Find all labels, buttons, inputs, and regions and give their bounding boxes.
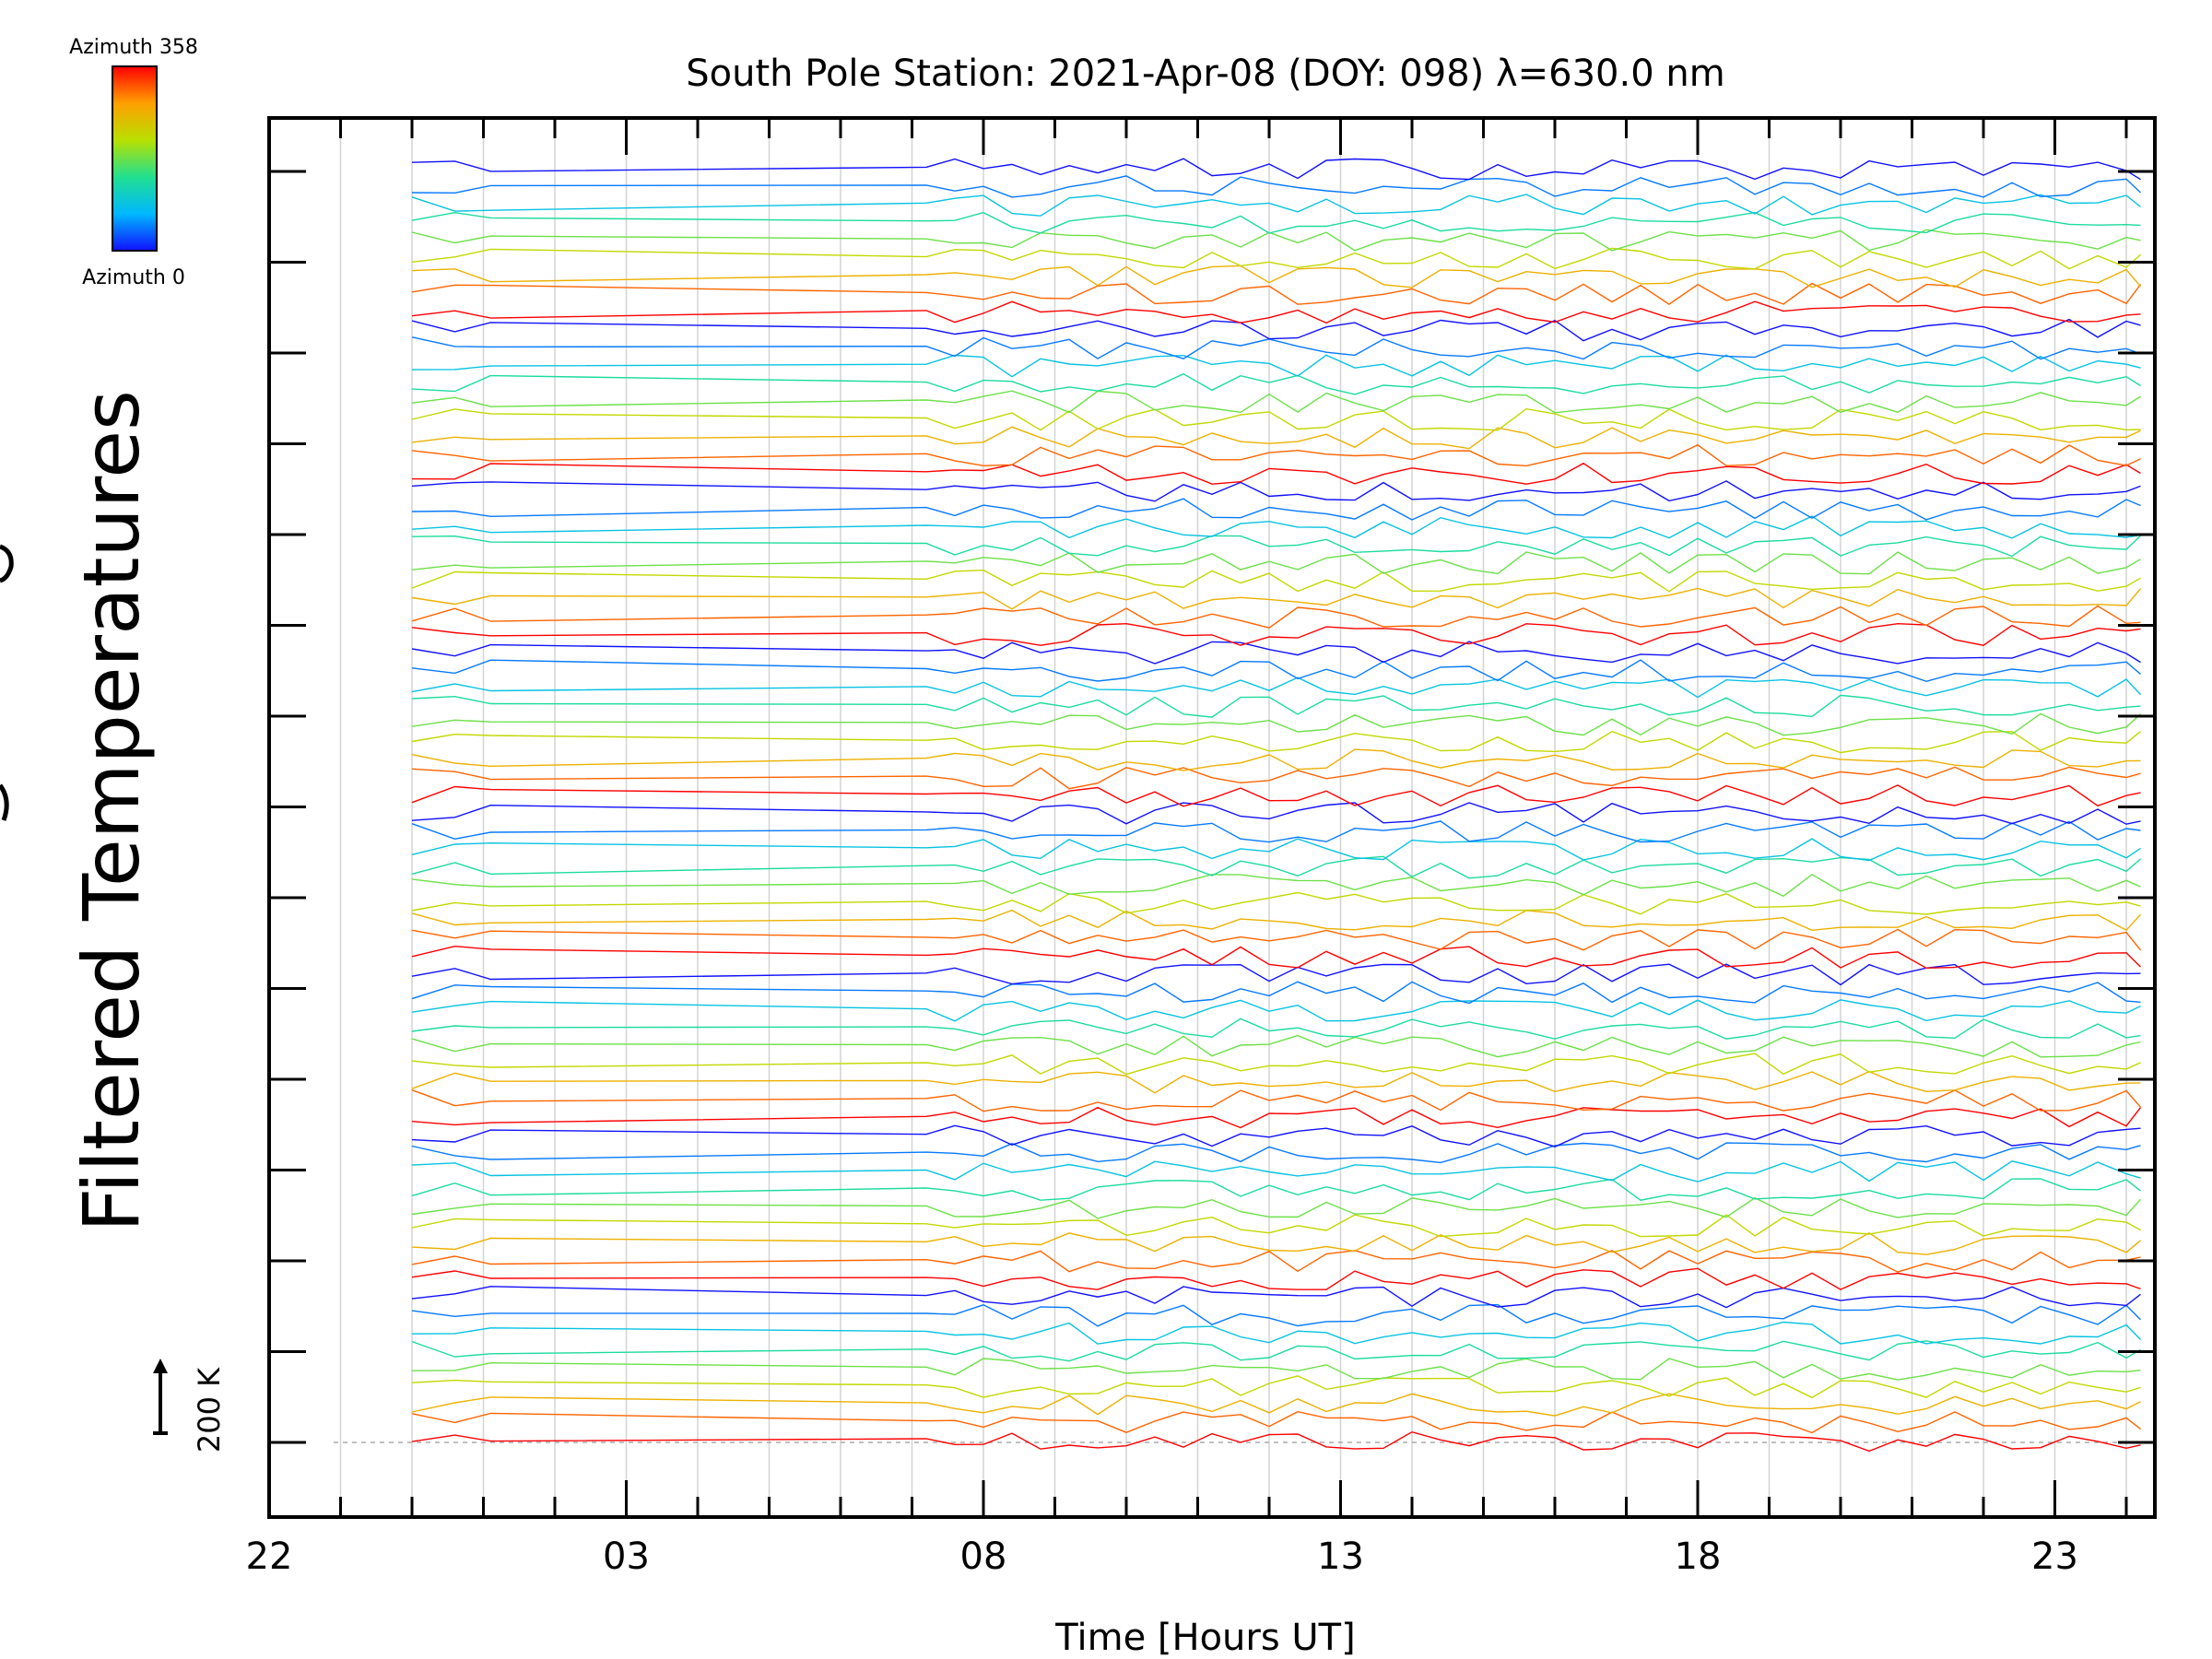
temperature-trace [411, 407, 2141, 431]
temperature-trace [411, 641, 2141, 665]
temperature-trace [411, 462, 2141, 485]
temperature-trace [411, 1340, 2141, 1362]
x-tick-label: 18 [1675, 1535, 1722, 1578]
temperature-trace [411, 426, 2141, 450]
temperature-trace [411, 784, 2141, 807]
temperature-trace [411, 748, 2141, 771]
temperature-trace [411, 229, 2141, 252]
temperature-trace [411, 712, 2141, 736]
temperature-trace [411, 587, 2142, 610]
temperature-trace [411, 891, 2141, 915]
temperature-trace [411, 282, 2142, 305]
temperature-trace [411, 336, 2141, 360]
temperature-trace [411, 318, 2141, 342]
x-axis-label: Time [Hours UT] [1054, 1617, 1355, 1659]
temperature-trace [411, 194, 2141, 217]
temperature-trace [411, 928, 2142, 951]
temperature-trace [411, 1106, 2142, 1129]
temperature-trace [411, 480, 2141, 502]
temperature-trace [411, 1018, 2141, 1040]
temperature-trace [411, 605, 2141, 629]
temperature-trace [411, 1214, 2141, 1238]
temperature-trace [411, 659, 2141, 683]
temperature-trace [411, 694, 2141, 718]
x-tick-label: 13 [1317, 1535, 1364, 1578]
plot-frame [267, 116, 2157, 1519]
temperature-trace [411, 1053, 2141, 1076]
scale-bar-arrowhead [153, 1359, 168, 1373]
x-tick-label: 08 [960, 1535, 1007, 1578]
temperature-trace [411, 855, 2141, 879]
x-tick-label: 03 [603, 1535, 650, 1578]
temperature-trace [411, 175, 2141, 198]
axes-layer: 22 03 08 13 18 23 [246, 116, 2157, 1578]
temperature-trace [411, 981, 2141, 1005]
temperature-trace [411, 1231, 2141, 1255]
temperature-trace [411, 515, 2141, 539]
colorbar-bottom-label: Azimuth 0 [82, 266, 185, 289]
temperature-trace [411, 265, 2142, 288]
temperature-trace [411, 802, 2141, 825]
temperature-trace [411, 535, 2141, 558]
temperature-trace [411, 551, 2141, 575]
temperature-trace [411, 569, 2141, 593]
clipped-ylabel-fragment [0, 783, 9, 821]
temperature-trace [411, 1160, 2141, 1182]
temperature-trace [411, 1430, 2141, 1453]
temperature-trace [411, 443, 2141, 467]
temperature-trace [411, 372, 2141, 395]
temperature-trace [411, 247, 2141, 270]
temperature-trace [411, 1303, 2141, 1327]
temperature-trace [411, 766, 2141, 790]
x-tick-label: 22 [246, 1535, 293, 1578]
temperature-trace [411, 1089, 2142, 1112]
temperature-trace [411, 1321, 2142, 1345]
temperature-trace [411, 1250, 2141, 1273]
colorbar-top-label: Azimuth 358 [69, 36, 198, 59]
temperature-trace [411, 1070, 2141, 1094]
temperature-trace [411, 873, 2141, 898]
scale-bar-label: 200 K [192, 1367, 227, 1453]
traces-layer [411, 158, 2142, 1453]
temperature-trace [411, 1178, 2141, 1201]
temperature-trace [411, 1393, 2141, 1417]
x-tick-label: 23 [2031, 1535, 2078, 1578]
temperature-trace [411, 1410, 2141, 1434]
temperature-trace [411, 354, 2141, 378]
scale-bar: 200 K [153, 1359, 227, 1453]
temperature-trace [411, 945, 2141, 970]
temperature-trace [411, 730, 2141, 754]
temperature-trace [411, 1267, 2141, 1290]
temperature-trace [411, 1142, 2141, 1164]
temperature-trace [411, 622, 2141, 646]
temperature-trace [411, 158, 2141, 181]
colorbar-gradient [112, 65, 158, 252]
temperature-trace [411, 820, 2141, 843]
temperature-trace [411, 300, 2141, 324]
temperature-trace [411, 1124, 2141, 1147]
temperature-trace [411, 1034, 2141, 1058]
temperature-trace [411, 1358, 2141, 1381]
temperature-trace [411, 909, 2142, 932]
temperature-trace [411, 963, 2141, 986]
chart-title: South Pole Station: 2021-Apr-08 (DOY: 09… [686, 53, 1724, 95]
temperature-trace [411, 999, 2141, 1022]
temperature-trace [411, 1286, 2141, 1309]
temperature-trace [411, 211, 2141, 234]
temperature-trace [411, 1196, 2142, 1219]
colorbar-legend: Azimuth 358 Azimuth 0 [69, 36, 198, 289]
temperature-trace [411, 1375, 2141, 1399]
y-axis-label: Filtered Temperatures [66, 390, 157, 1232]
grid-layer [268, 118, 2155, 1517]
temperature-trace [411, 498, 2141, 521]
clipped-ylabel-fragment [0, 544, 14, 583]
temperature-trace [411, 838, 2141, 862]
temperature-trace [411, 390, 2141, 414]
temperature-trace [411, 677, 2142, 699]
